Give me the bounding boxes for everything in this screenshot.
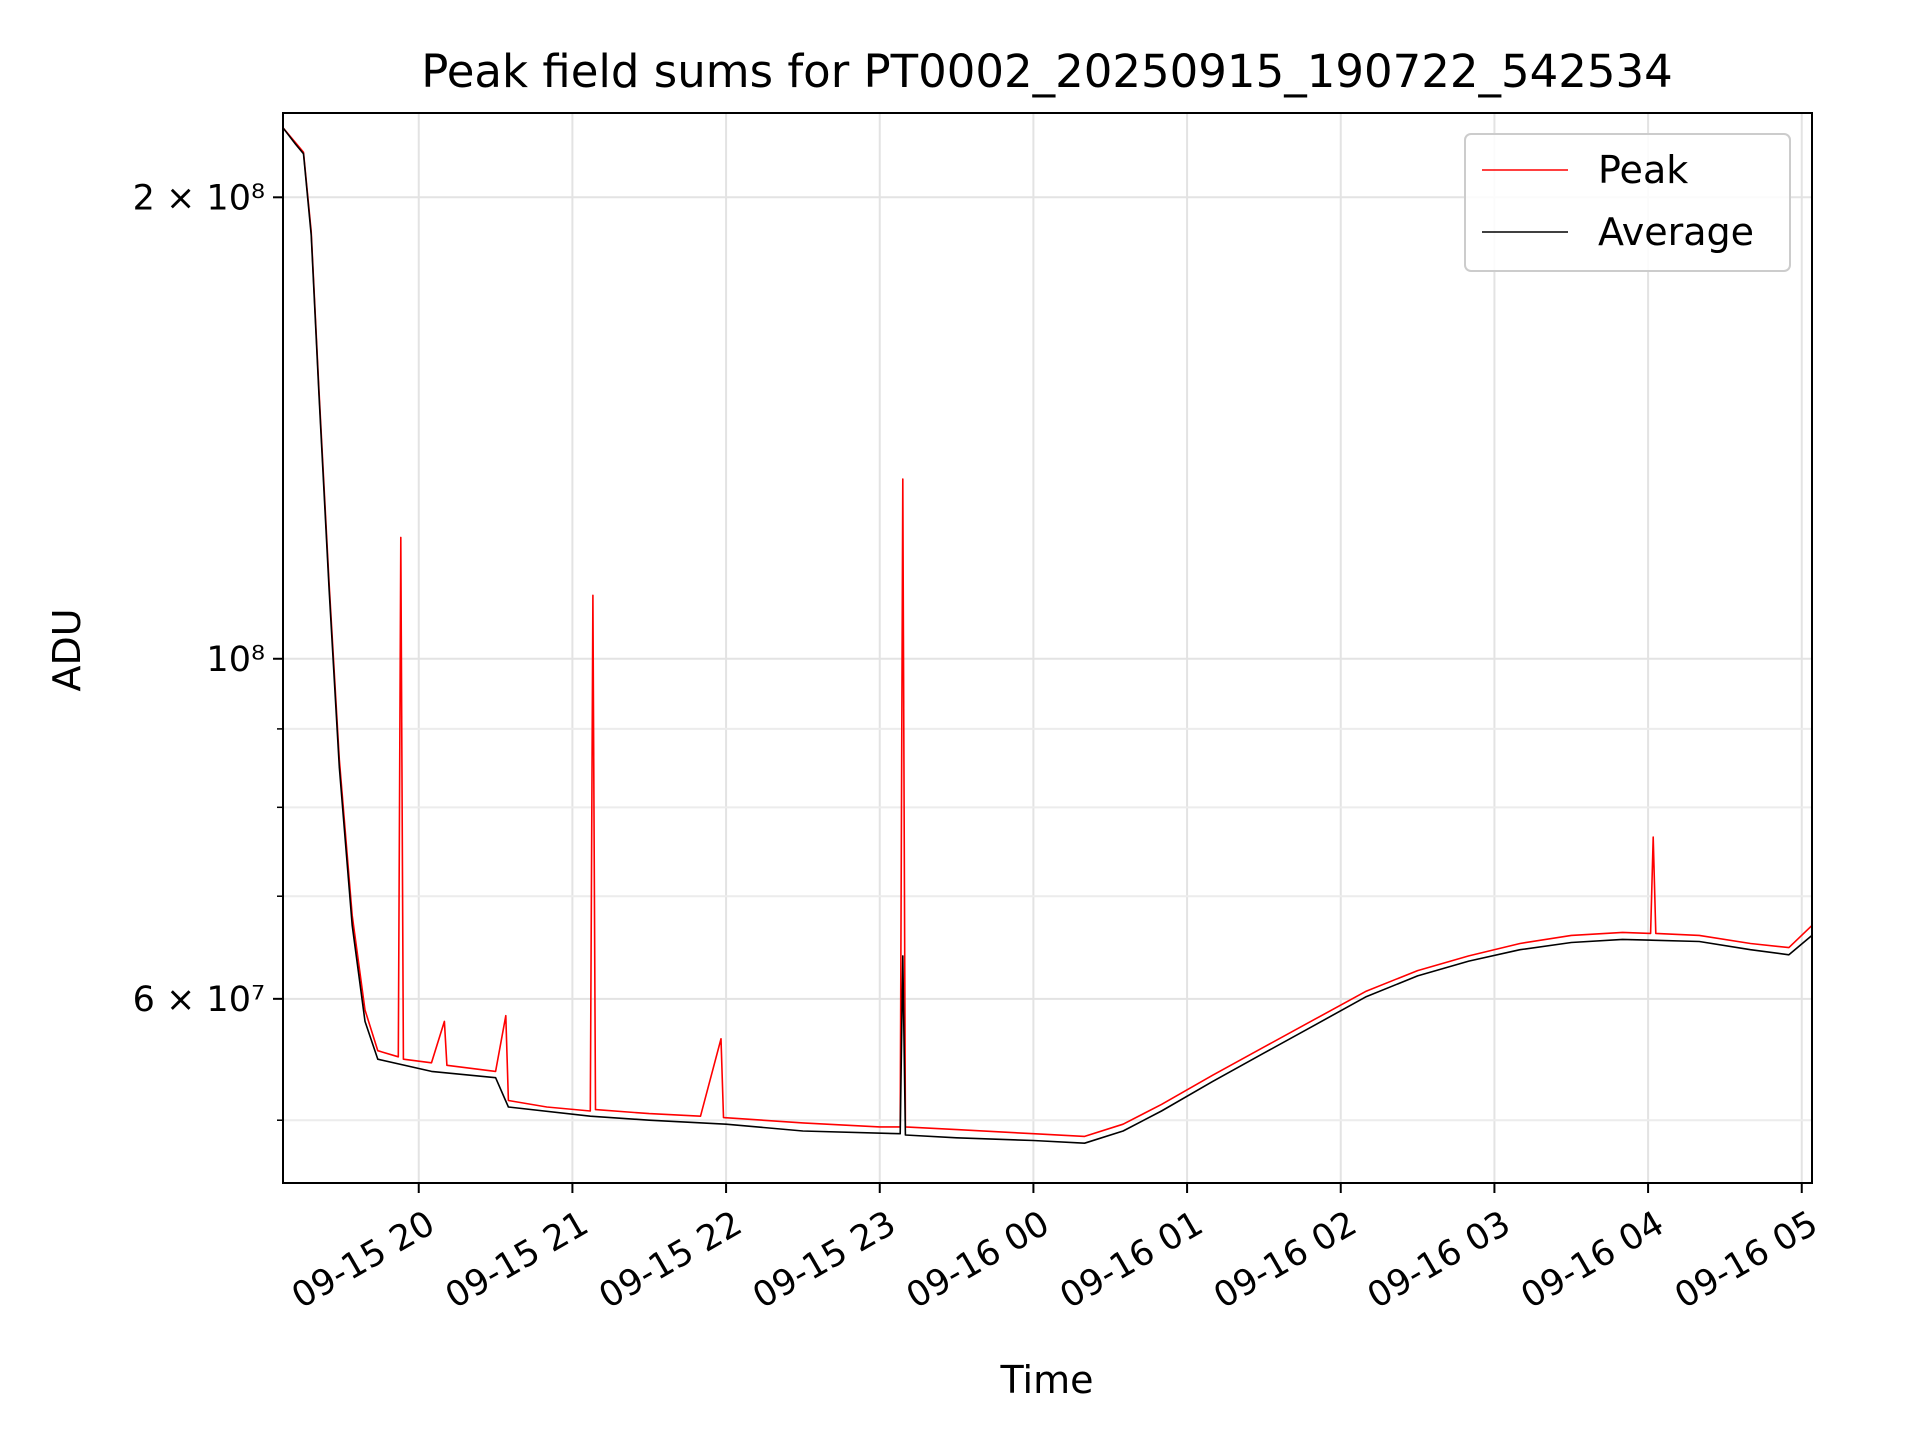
legend: Peak Average	[1464, 133, 1791, 272]
y-tick-label: 2 × 10⁸	[133, 178, 265, 218]
series-layer	[282, 127, 1813, 1144]
legend-box	[1464, 133, 1791, 272]
legend-label-average: Average	[1598, 210, 1754, 254]
series-line-average	[282, 127, 1813, 1144]
plot-frame	[282, 112, 1813, 1184]
y-tick-label: 6 × 10⁷	[133, 980, 265, 1020]
y-tick-label: 10⁸	[206, 640, 265, 680]
y-axis-label: ADU	[45, 608, 89, 691]
chart-title: Peak field sums for PT0002_20250915_1907…	[421, 45, 1673, 98]
x-axis-label: Time	[1000, 1358, 1094, 1402]
series-line-peak	[282, 127, 1813, 1138]
legend-label-peak: Peak	[1598, 148, 1688, 192]
